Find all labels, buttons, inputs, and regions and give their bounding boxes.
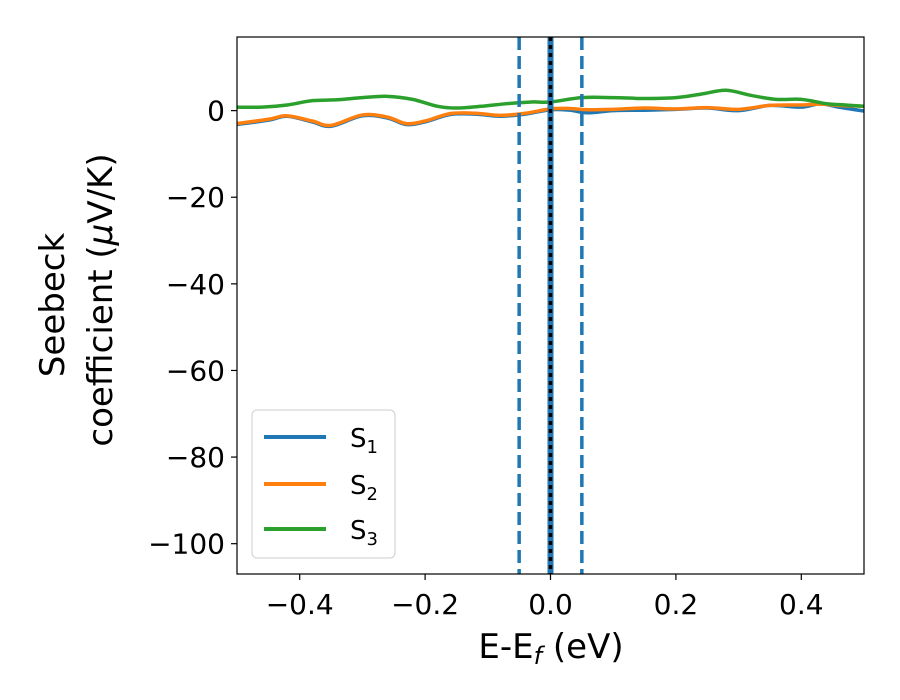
y-tick-label: −80 [166,441,225,474]
y-tick-label: −60 [166,354,225,387]
vline-layer [517,37,584,574]
x-tick-label: 0.4 [779,588,824,621]
x-axis-label: E-Ef (eV) [478,627,623,670]
y-tick-label: −40 [166,268,225,301]
series-line-s3 [237,88,864,110]
x-tick-label: −0.4 [266,588,334,621]
x-tick-label: 0.2 [654,588,699,621]
y-tick-label: −100 [148,528,225,561]
y-tick-label: −20 [166,181,225,214]
legend-label-s1: S1 [350,424,378,458]
legend-label-s2: S2 [350,471,378,505]
x-tick-label: −0.2 [391,588,459,621]
y-axis-ticks: 0 −20 −40 −60 −80 −100 [148,95,237,561]
y-axis-label-line1: Seebeck [33,233,73,378]
y-axis-label-line2: coefficient (μV/K) [81,153,121,446]
series-line-s2 [237,102,864,128]
y-tick-label: 0 [207,95,225,128]
x-tick-label: 0.0 [528,588,573,621]
x-axis-ticks: −0.4 −0.2 0.0 0.2 0.4 [266,574,824,621]
series-layer [237,88,864,129]
legend: S1 S2 S3 [251,409,396,559]
legend-label-s3: S3 [350,516,378,550]
